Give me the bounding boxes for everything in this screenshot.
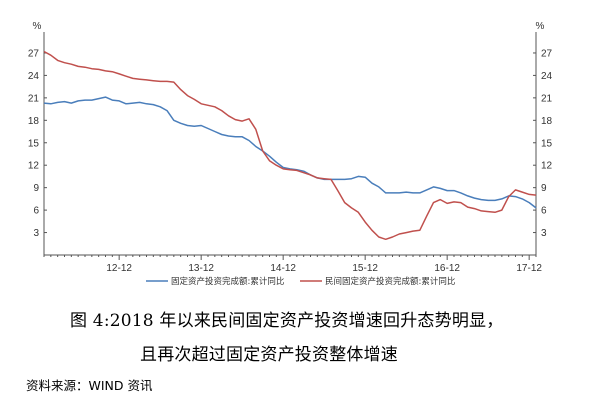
- y-tick-label-left: 9: [33, 183, 39, 194]
- y-tick-label-right: 12: [541, 161, 553, 172]
- series-line-2: [43, 50, 537, 241]
- y-tick-label-right: 24: [541, 71, 553, 82]
- y-unit-left: %: [33, 21, 42, 32]
- figure-caption-line-2: 且再次超过固定资产投资整体增速: [140, 345, 398, 365]
- y-tick-label-right: 18: [541, 116, 553, 127]
- y-tick-label-left: 6: [33, 206, 39, 217]
- x-tick-label: 16-12: [434, 263, 460, 274]
- y-tick-label-left: 18: [28, 116, 40, 127]
- x-tick-label: 14-12: [270, 263, 296, 274]
- y-unit-right: %: [536, 21, 545, 32]
- chart-axes: % % 3 3 6 6 9 9 12 12 15 15 18 18 21 21 24 24 27 27 12-12 13-…: [28, 21, 553, 274]
- y-tick-label-left: 3: [33, 228, 39, 239]
- chart-legend: 固定资产投资完成额:累计同比 民间固定资产投资完成额:累计同比: [146, 276, 455, 287]
- figure-caption-line-1: 图 4:2018 年以来民间固定资产投资增速回升态势明显，: [70, 311, 504, 331]
- x-tick-label: 17-12: [516, 263, 542, 274]
- y-tick-label-left: 24: [28, 71, 40, 82]
- y-tick-label-right: 27: [541, 48, 553, 59]
- legend-label-2: 民间固定资产投资完成额:累计同比: [325, 276, 455, 287]
- y-tick-label-right: 3: [541, 228, 547, 239]
- x-tick-label: 12-12: [106, 263, 132, 274]
- y-tick-label-right: 15: [541, 138, 553, 149]
- legend-label-1: 固定资产投资完成额:累计同比: [171, 276, 284, 287]
- line-chart: % % 3 3 6 6 9 9 12 12 15 15 18 18 21 21 24 24 27 27 12-12 13-…: [28, 21, 553, 287]
- y-tick-label-left: 27: [28, 48, 40, 59]
- source-note: 资料来源：WIND 资讯: [26, 378, 153, 393]
- y-tick-label-right: 9: [541, 183, 547, 194]
- y-tick-label-right: 6: [541, 206, 547, 217]
- chart-series: [43, 50, 537, 241]
- series-line-1: [43, 96, 537, 209]
- x-tick-label: 15-12: [352, 263, 378, 274]
- y-tick-label-left: 15: [28, 138, 40, 149]
- y-tick-label-left: 12: [28, 161, 40, 172]
- y-tick-label-right: 21: [541, 93, 553, 104]
- x-tick-label: 13-12: [188, 263, 214, 274]
- y-tick-label-left: 21: [28, 93, 40, 104]
